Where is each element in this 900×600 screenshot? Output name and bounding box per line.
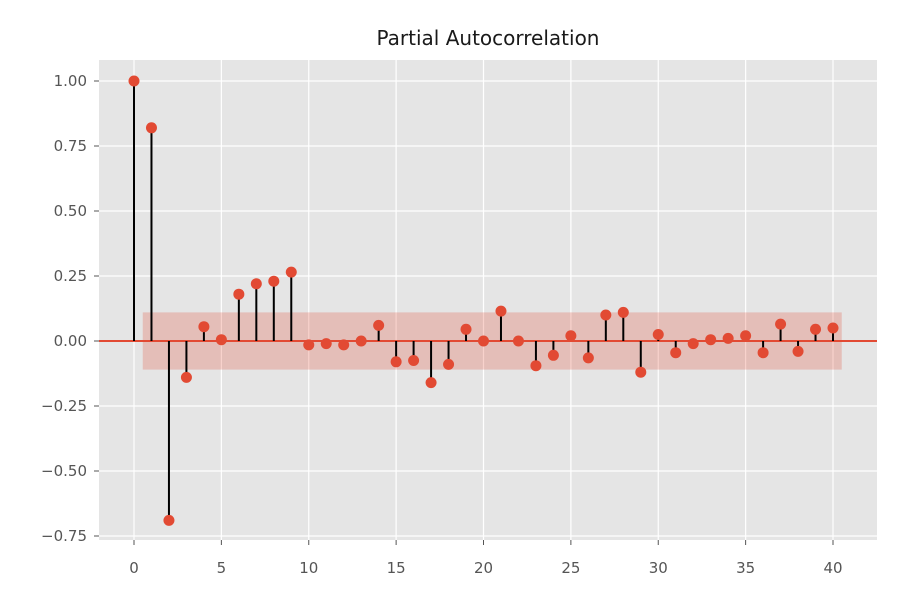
y-tick-label: 0.75 — [54, 137, 87, 155]
y-tick-label: 1.00 — [54, 72, 87, 90]
stem-marker — [810, 323, 822, 335]
stem-marker — [373, 319, 385, 331]
stem-marker — [670, 347, 682, 359]
y-tick-label: −0.50 — [41, 462, 87, 480]
stem-marker — [268, 275, 280, 287]
x-tick-label: 35 — [736, 559, 755, 577]
stem-marker — [425, 377, 437, 389]
stem-marker — [617, 306, 629, 318]
stem-marker — [547, 349, 559, 361]
stem-marker — [495, 305, 507, 317]
x-axis-ticks: 0 5 10 15 20 25 30 35 40 — [129, 540, 843, 577]
stem-marker — [757, 347, 769, 359]
x-tick-label: 5 — [217, 559, 227, 577]
stem-marker — [198, 321, 210, 333]
stem-marker — [635, 366, 647, 378]
stem-marker — [355, 335, 367, 347]
stem-marker — [512, 335, 524, 347]
stem-marker — [443, 358, 455, 370]
y-tick-label: −0.75 — [41, 527, 87, 545]
stem-marker — [163, 514, 175, 526]
stem-marker — [827, 322, 839, 334]
x-tick-label: 0 — [129, 559, 139, 577]
stem-marker — [145, 122, 157, 134]
stem-marker — [740, 330, 752, 342]
y-tick-label: 0.50 — [54, 202, 87, 220]
y-tick-label: 0.25 — [54, 267, 87, 285]
stem-marker — [530, 360, 542, 372]
x-tick-label: 40 — [823, 559, 842, 577]
stem-marker — [338, 339, 350, 351]
stem-marker — [390, 356, 402, 368]
stem-marker — [600, 309, 612, 321]
stem-marker — [565, 330, 577, 342]
stem-marker — [775, 318, 787, 330]
stem-marker — [250, 278, 262, 290]
stem-marker — [408, 355, 420, 366]
stem-marker — [582, 352, 594, 364]
stem-marker — [233, 288, 245, 300]
stem-marker — [128, 75, 140, 87]
x-tick-label: 15 — [387, 559, 406, 577]
stem-marker — [652, 329, 664, 340]
x-tick-label: 20 — [474, 559, 493, 577]
stem-marker — [722, 332, 734, 344]
y-axis-ticks: 1.00 0.75 0.50 0.25 0.00 −0.25 −0.50 −0.75 — [41, 72, 99, 545]
stem-marker — [285, 266, 297, 278]
x-tick-label: 25 — [561, 559, 580, 577]
stem-marker — [460, 323, 472, 335]
stem-marker — [687, 338, 699, 350]
stem-marker — [180, 371, 192, 383]
stem-marker — [215, 334, 227, 346]
markers — [128, 75, 839, 526]
stem-marker — [705, 334, 717, 346]
stem-marker — [320, 338, 332, 350]
x-tick-label: 30 — [649, 559, 668, 577]
stem-marker — [303, 339, 315, 351]
stem-marker — [478, 335, 489, 347]
plot-area — [99, 60, 877, 540]
chart-title: Partial Autocorrelation — [377, 26, 600, 50]
x-tick-label: 10 — [299, 559, 318, 577]
y-tick-label: −0.25 — [41, 397, 87, 415]
stem-marker — [792, 345, 804, 357]
y-tick-label: 0.00 — [54, 332, 87, 350]
